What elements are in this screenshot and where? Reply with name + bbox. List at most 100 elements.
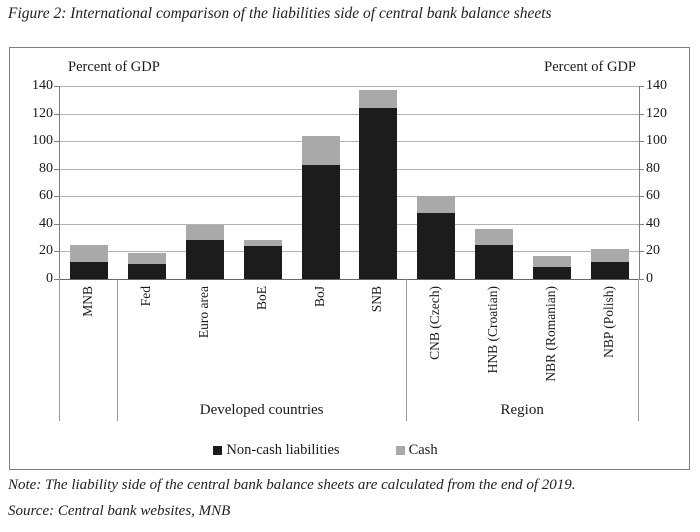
bar-fed	[127, 252, 166, 279]
x-label-cell: SNB	[349, 279, 407, 399]
figure-note: Note: The liability side of the central …	[8, 477, 576, 493]
x-axis-labels: MNB Fed Euro area BoE BoJ SNB CNB (Czech) HNB (…	[59, 279, 638, 399]
bar-segment-cash	[359, 90, 398, 109]
y-axis-title-left: Percent of GDP	[68, 59, 160, 75]
x-label-boe: BoE	[253, 286, 269, 311]
y-tick-label-right-140: 140	[646, 78, 667, 93]
chart-frame: Percent of GDP Percent of GDP MNB Fed Euro…	[9, 47, 690, 470]
y-tick-label-right-80: 80	[646, 160, 660, 176]
y-tick-label-left-140: 140	[32, 78, 53, 93]
bar-segment-non-cash	[185, 240, 224, 279]
x-label-cell: NBR (Romanian)	[522, 279, 580, 399]
x-label-euro-area: Euro area	[195, 286, 211, 339]
y-tick-label-left-120: 120	[32, 105, 53, 121]
y-tick-label-left-0: 0	[46, 271, 53, 286]
y-tick-label-right-0: 0	[646, 271, 653, 286]
y-tick-label-right-100: 100	[646, 133, 667, 149]
x-label-cell: BoE	[233, 279, 291, 399]
x-label-cell: BoJ	[291, 279, 349, 399]
y-tick-mark-left-60	[54, 196, 59, 198]
y-tick-label-right-20: 20	[646, 243, 660, 259]
gridline-80	[60, 168, 639, 170]
bar-mnb	[69, 244, 108, 279]
x-label-nbp-polish-: NBP (Polish)	[601, 286, 617, 358]
bar-segment-non-cash	[69, 262, 108, 279]
x-label-nbr-romanian-: NBR (Romanian)	[543, 286, 559, 382]
bar-segment-non-cash	[417, 212, 456, 279]
figure-title: Figure 2: International comparison of th…	[8, 5, 552, 22]
group-label-region: Region	[500, 402, 544, 418]
x-label-cnb-czech-: CNB (Czech)	[427, 286, 443, 360]
bar-nbr-romanian-	[533, 255, 572, 279]
x-label-fed: Fed	[137, 286, 153, 307]
bar-segment-cash	[417, 196, 456, 213]
bar-segment-non-cash	[475, 244, 514, 279]
bar-boe	[243, 240, 282, 279]
legend-swatch-icon	[213, 445, 223, 455]
y-axis-title-right: Percent of GDP	[544, 59, 636, 75]
bar-segment-cash	[533, 255, 572, 267]
y-tick-label-left-80: 80	[39, 160, 53, 176]
gridline-40	[60, 223, 639, 225]
plot-area	[59, 86, 640, 280]
y-tick-mark-left-100	[54, 141, 59, 143]
gridline-100	[60, 141, 639, 143]
y-tick-label-right-120: 120	[646, 105, 667, 121]
y-tick-mark-right-60	[639, 196, 644, 198]
bar-segment-non-cash	[127, 263, 166, 279]
y-tick-mark-left-0	[54, 279, 59, 280]
bar-nbp-polish-	[591, 248, 630, 279]
bar-segment-cash	[591, 248, 630, 263]
gridline-140	[60, 86, 639, 87]
y-tick-label-right-40: 40	[646, 215, 660, 231]
gridline-20	[60, 251, 639, 253]
y-tick-mark-right-40	[639, 223, 644, 225]
bar-cnb-czech-	[417, 196, 456, 279]
y-tick-label-left-60: 60	[39, 188, 53, 204]
legend-swatch-icon	[395, 445, 405, 455]
bar-segment-cash	[301, 135, 340, 165]
y-tick-label-right-60: 60	[646, 188, 660, 204]
gridline-60	[60, 196, 639, 198]
group-divider	[638, 279, 639, 421]
bar-segment-non-cash	[359, 108, 398, 279]
y-tick-label-left-20: 20	[39, 243, 53, 259]
group-divider	[59, 279, 60, 421]
x-label-cell: Euro area	[175, 279, 233, 399]
figure-source: Source: Central bank websites, MNB	[8, 503, 231, 519]
x-label-mnb: MNB	[79, 286, 95, 317]
legend-label: Non-cash liabilities	[226, 441, 340, 458]
bar-segment-cash	[127, 252, 166, 264]
group-label-developed-countries: Developed countries	[199, 402, 324, 418]
legend-item-cash: Cash	[395, 441, 438, 459]
bar-segment-cash	[185, 225, 224, 241]
y-tick-mark-right-120	[639, 113, 644, 115]
group-divider	[406, 279, 408, 421]
legend-item-non-cash-liabilities: Non-cash liabilities	[213, 441, 340, 459]
x-label-boj: BoJ	[311, 286, 327, 308]
y-tick-label-left-40: 40	[39, 215, 53, 231]
y-tick-mark-right-0	[639, 279, 644, 280]
legend-label: Cash	[408, 441, 438, 458]
bar-segment-cash	[243, 240, 282, 246]
x-label-cell: NBP (Polish)	[580, 279, 638, 399]
bar-segment-non-cash	[301, 164, 340, 279]
group-divider	[116, 279, 118, 421]
bar-hnb-croatian-	[475, 229, 514, 279]
x-label-cell: Fed	[117, 279, 175, 399]
x-label-cell: MNB	[59, 279, 117, 399]
y-tick-mark-left-40	[54, 223, 59, 225]
bar-segment-cash	[69, 244, 108, 263]
bar-euro-area	[185, 225, 224, 279]
y-tick-mark-right-100	[639, 141, 644, 143]
y-tick-mark-left-120	[54, 113, 59, 115]
bar-snb	[359, 90, 398, 279]
x-label-cell: HNB (Croatian)	[464, 279, 522, 399]
bar-boj	[301, 135, 340, 279]
x-label-hnb-croatian-: HNB (Croatian)	[485, 286, 501, 374]
bar-segment-non-cash	[533, 266, 572, 279]
y-tick-mark-right-20	[639, 251, 644, 253]
legend: Non-cash liabilities Cash	[0, 441, 665, 459]
bar-segment-non-cash	[591, 262, 630, 279]
